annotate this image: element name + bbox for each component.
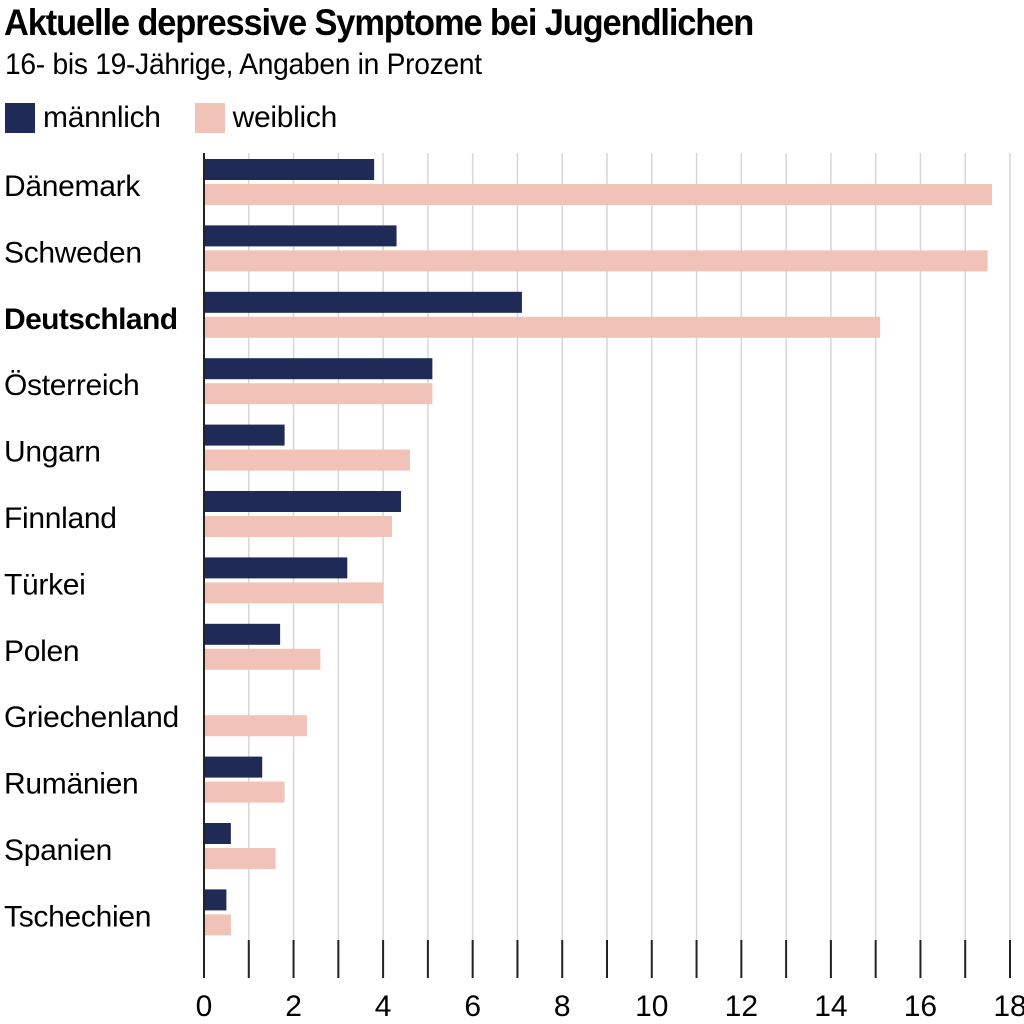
category-label: Dänemark xyxy=(4,170,141,203)
tick-label: 18 xyxy=(993,990,1024,1023)
category-label: Türkei xyxy=(4,568,86,601)
bar-female xyxy=(204,516,393,537)
category-label: Schweden xyxy=(4,236,142,269)
bar-male xyxy=(204,623,281,645)
bar-male xyxy=(204,557,348,579)
legend-swatch-female xyxy=(194,103,225,133)
category-label: Griechenland xyxy=(4,701,179,734)
bar-female xyxy=(204,781,285,803)
bar-female xyxy=(204,316,881,338)
tick-label: 16 xyxy=(904,990,937,1023)
bar-female xyxy=(204,582,384,604)
bar-female xyxy=(204,383,433,405)
category-label: Spanien xyxy=(4,834,112,867)
chart-title: Aktuelle depressive Symptome bei Jugendl… xyxy=(4,2,754,43)
bar-male xyxy=(204,291,522,313)
category-label: Ungarn xyxy=(4,436,101,469)
bar-male xyxy=(204,756,263,778)
tick-label: 4 xyxy=(375,990,392,1023)
x-axis: 0 2 4 6 8 10 12 14 16 18 xyxy=(196,153,1024,1023)
bar-male xyxy=(204,225,397,247)
tick-label: 6 xyxy=(464,990,481,1023)
category-label: Polen xyxy=(4,635,79,668)
legend-label-female: weiblich xyxy=(232,101,338,134)
bar-male xyxy=(204,823,231,844)
bar-female xyxy=(204,184,993,205)
tick-label: 14 xyxy=(814,990,847,1023)
category-label: Österreich xyxy=(4,369,139,402)
tick-label: 2 xyxy=(285,990,302,1023)
chart-subtitle: 16- bis 19-Jährige, Angaben in Prozent xyxy=(5,48,482,81)
category-label: Deutschland xyxy=(4,303,177,336)
bar-female xyxy=(204,449,410,471)
legend-label-male: männlich xyxy=(43,101,161,134)
bar-female xyxy=(204,250,988,272)
tick-label: 10 xyxy=(635,990,668,1023)
bar-female xyxy=(204,914,231,936)
legend-item-male: männlich xyxy=(5,101,161,135)
bar-male xyxy=(204,358,433,380)
bars-layer xyxy=(204,159,993,936)
tick-label: 0 xyxy=(196,990,213,1023)
legend: männlich weiblich xyxy=(5,98,371,138)
bar-female xyxy=(204,648,321,670)
bar-male xyxy=(204,889,227,911)
bar-male xyxy=(204,424,285,446)
category-label: Tschechien xyxy=(4,900,151,933)
bar-male xyxy=(204,159,375,180)
category-label: Finnland xyxy=(4,502,117,535)
legend-swatch-male xyxy=(5,103,35,133)
legend-item-female: weiblich xyxy=(194,101,338,135)
tick-label: 12 xyxy=(725,990,758,1023)
bar-male xyxy=(204,491,402,512)
category-label: Rumänien xyxy=(4,768,138,801)
grid-layer xyxy=(248,153,1011,978)
tick-label: 8 xyxy=(554,990,571,1023)
category-labels: Dänemark Schweden Deutschland Österreich Ung… xyxy=(4,170,179,933)
bar-female xyxy=(204,715,307,737)
bar-female xyxy=(204,848,276,869)
